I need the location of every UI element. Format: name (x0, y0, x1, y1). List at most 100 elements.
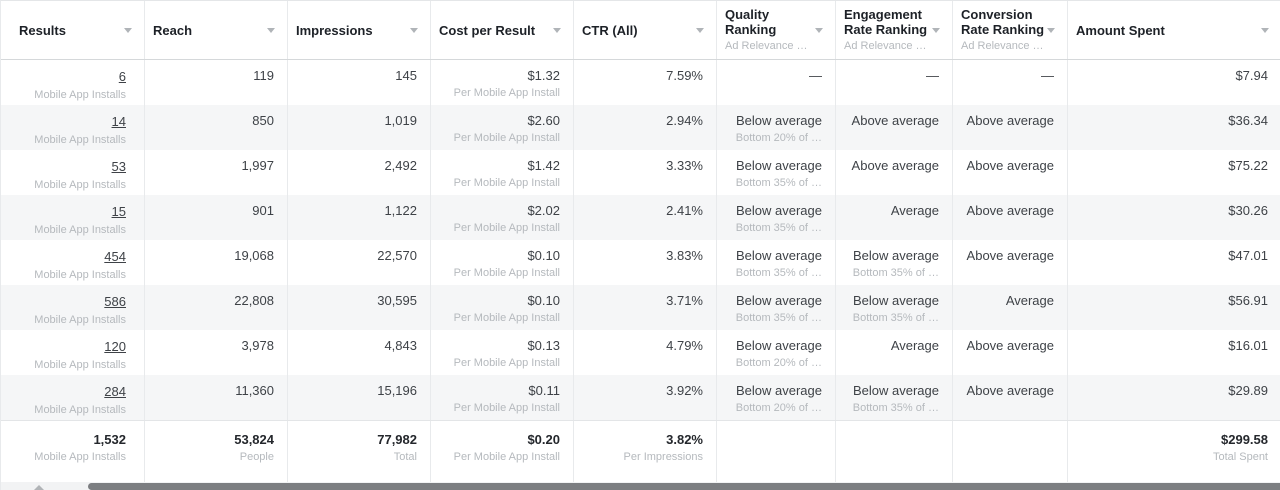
quality-ranking-value: Below average (736, 383, 822, 398)
cell-engagement-ranking: Average (836, 195, 953, 240)
results-link[interactable]: 6 (118, 69, 126, 84)
cell-conversion-ranking: Above average (953, 240, 1068, 285)
caret-down-icon[interactable] (1261, 28, 1269, 33)
totals-cost-per-result-value: $0.20 (527, 432, 560, 447)
results-type-sublabel: Mobile App Installs (34, 269, 126, 281)
cell-engagement-ranking: Above average (836, 105, 953, 150)
cell-conversion-ranking: Above average (953, 150, 1068, 195)
caret-down-icon[interactable] (267, 28, 275, 33)
cell-conversion-ranking: — (953, 60, 1068, 105)
amount-spent-value: $16.01 (1228, 338, 1268, 353)
engagement-ranking-value: Above average (851, 158, 939, 173)
totals-cell-engagement-ranking (836, 421, 953, 482)
reach-value: 850 (252, 113, 274, 128)
cell-ctr: 3.83% (574, 240, 717, 285)
cell-cost-per-result: $2.60 Per Mobile App Install (431, 105, 574, 150)
caret-down-icon[interactable] (410, 28, 418, 33)
conversion-ranking-value: Above average (966, 203, 1054, 218)
cell-cost-per-result: $0.10 Per Mobile App Install (431, 240, 574, 285)
results-link[interactable]: 284 (104, 384, 126, 399)
totals-amount-spent-sublabel: Total Spent (1212, 451, 1268, 463)
reach-value: 22,808 (234, 293, 274, 308)
table-row: 6 Mobile App Installs 119 145 $1.32 Per … (1, 60, 1280, 105)
cell-conversion-ranking: Average (953, 285, 1068, 330)
caret-down-icon[interactable] (696, 28, 704, 33)
cell-ctr: 3.33% (574, 150, 717, 195)
column-header-results[interactable]: Results (1, 1, 145, 59)
ctr-value: 2.94% (666, 113, 703, 128)
horizontal-scrollbar-thumb[interactable] (88, 483, 1280, 490)
column-header-engagement-rate-ranking[interactable]: Engagement Rate Ranking Ad Relevance … (836, 1, 953, 59)
totals-reach-sublabel: People (239, 451, 274, 463)
engagement-ranking-value: — (926, 68, 939, 83)
results-type-sublabel: Mobile App Installs (34, 224, 126, 236)
cell-quality-ranking: Below average Bottom 35% of … (717, 150, 836, 195)
column-header-ctr[interactable]: CTR (All) (574, 1, 717, 59)
engagement-ranking-value: Above average (851, 113, 939, 128)
column-sublabel: Ad Relevance … (961, 40, 1044, 52)
totals-cell-amount-spent: $299.58 Total Spent (1068, 421, 1280, 482)
column-label: Quality Ranking (725, 7, 777, 37)
column-header-quality-ranking[interactable]: Quality Ranking Ad Relevance … (717, 1, 836, 59)
amount-spent-value: $75.22 (1228, 158, 1268, 173)
amount-spent-value: $29.89 (1228, 383, 1268, 398)
column-label: Engagement Rate Ranking (844, 7, 928, 37)
caret-down-icon[interactable] (815, 28, 823, 33)
caret-down-icon[interactable] (124, 28, 132, 33)
reach-value: 19,068 (234, 248, 274, 263)
cell-ctr: 4.79% (574, 330, 717, 375)
column-label: Amount Spent (1076, 22, 1165, 38)
engagement-ranking-value: Below average (853, 293, 939, 308)
totals-cell-results: 1,532 Mobile App Installs (1, 421, 145, 482)
cell-conversion-ranking: Above average (953, 105, 1068, 150)
cost-per-result-value: $0.11 (528, 383, 560, 398)
column-header-conversion-rate-ranking[interactable]: Conversion Rate Ranking Ad Relevance … (953, 1, 1068, 59)
totals-reach-value: 53,824 (234, 432, 274, 447)
caret-down-icon[interactable] (1047, 28, 1055, 33)
ctr-value: 4.79% (666, 338, 703, 353)
column-header-reach[interactable]: Reach (145, 1, 288, 59)
engagement-ranking-value: Average (890, 203, 939, 218)
column-header-cost-per-result[interactable]: Cost per Result (431, 1, 574, 59)
quality-ranking-value: — (809, 68, 822, 83)
results-type-sublabel: Mobile App Installs (34, 179, 126, 191)
results-type-sublabel: Mobile App Installs (34, 134, 126, 146)
amount-spent-value: $30.26 (1228, 203, 1268, 218)
engagement-ranking-value: Below average (853, 383, 939, 398)
cost-per-result-value: $2.02 (527, 203, 560, 218)
reach-value: 3,978 (241, 338, 274, 353)
results-type-sublabel: Mobile App Installs (34, 359, 126, 371)
caret-down-icon[interactable] (932, 28, 940, 33)
cell-amount-spent: $16.01 (1068, 330, 1280, 375)
totals-results-value: 1,532 (93, 432, 126, 447)
horizontal-scrollbar-track[interactable] (1, 482, 1280, 490)
quality-ranking-value: Below average (736, 248, 822, 263)
results-link[interactable]: 120 (104, 339, 126, 354)
cell-reach: 22,808 (145, 285, 288, 330)
results-link[interactable]: 454 (104, 249, 126, 264)
cost-per-result-value: $2.60 (527, 113, 560, 128)
cell-impressions: 22,570 (288, 240, 431, 285)
quality-ranking-value: Below average (736, 158, 822, 173)
results-link[interactable]: 586 (104, 294, 126, 309)
quality-ranking-sublabel: Bottom 35% of … (735, 177, 822, 189)
amount-spent-value: $56.91 (1228, 293, 1268, 308)
results-link[interactable]: 15 (111, 204, 126, 219)
column-sublabel: Ad Relevance … (725, 40, 808, 52)
cell-amount-spent: $29.89 (1068, 375, 1280, 420)
cell-cost-per-result: $0.10 Per Mobile App Install (431, 285, 574, 330)
cost-per-result-sublabel: Per Mobile App Install (453, 312, 560, 324)
impressions-value: 1,122 (384, 203, 417, 218)
cell-results: 15 Mobile App Installs (1, 195, 145, 240)
caret-down-icon[interactable] (553, 28, 561, 33)
ctr-value: 3.33% (666, 158, 703, 173)
table-row: 284 Mobile App Installs 11,360 15,196 $0… (1, 375, 1280, 420)
column-header-amount-spent[interactable]: Amount Spent (1068, 1, 1280, 59)
table-row: 586 Mobile App Installs 22,808 30,595 $0… (1, 285, 1280, 330)
totals-cell-ctr: 3.82% Per Impressions (574, 421, 717, 482)
column-header-impressions[interactable]: Impressions (288, 1, 431, 59)
results-link[interactable]: 53 (111, 159, 126, 174)
cell-engagement-ranking: — (836, 60, 953, 105)
results-link[interactable]: 14 (111, 114, 126, 129)
cell-ctr: 2.94% (574, 105, 717, 150)
